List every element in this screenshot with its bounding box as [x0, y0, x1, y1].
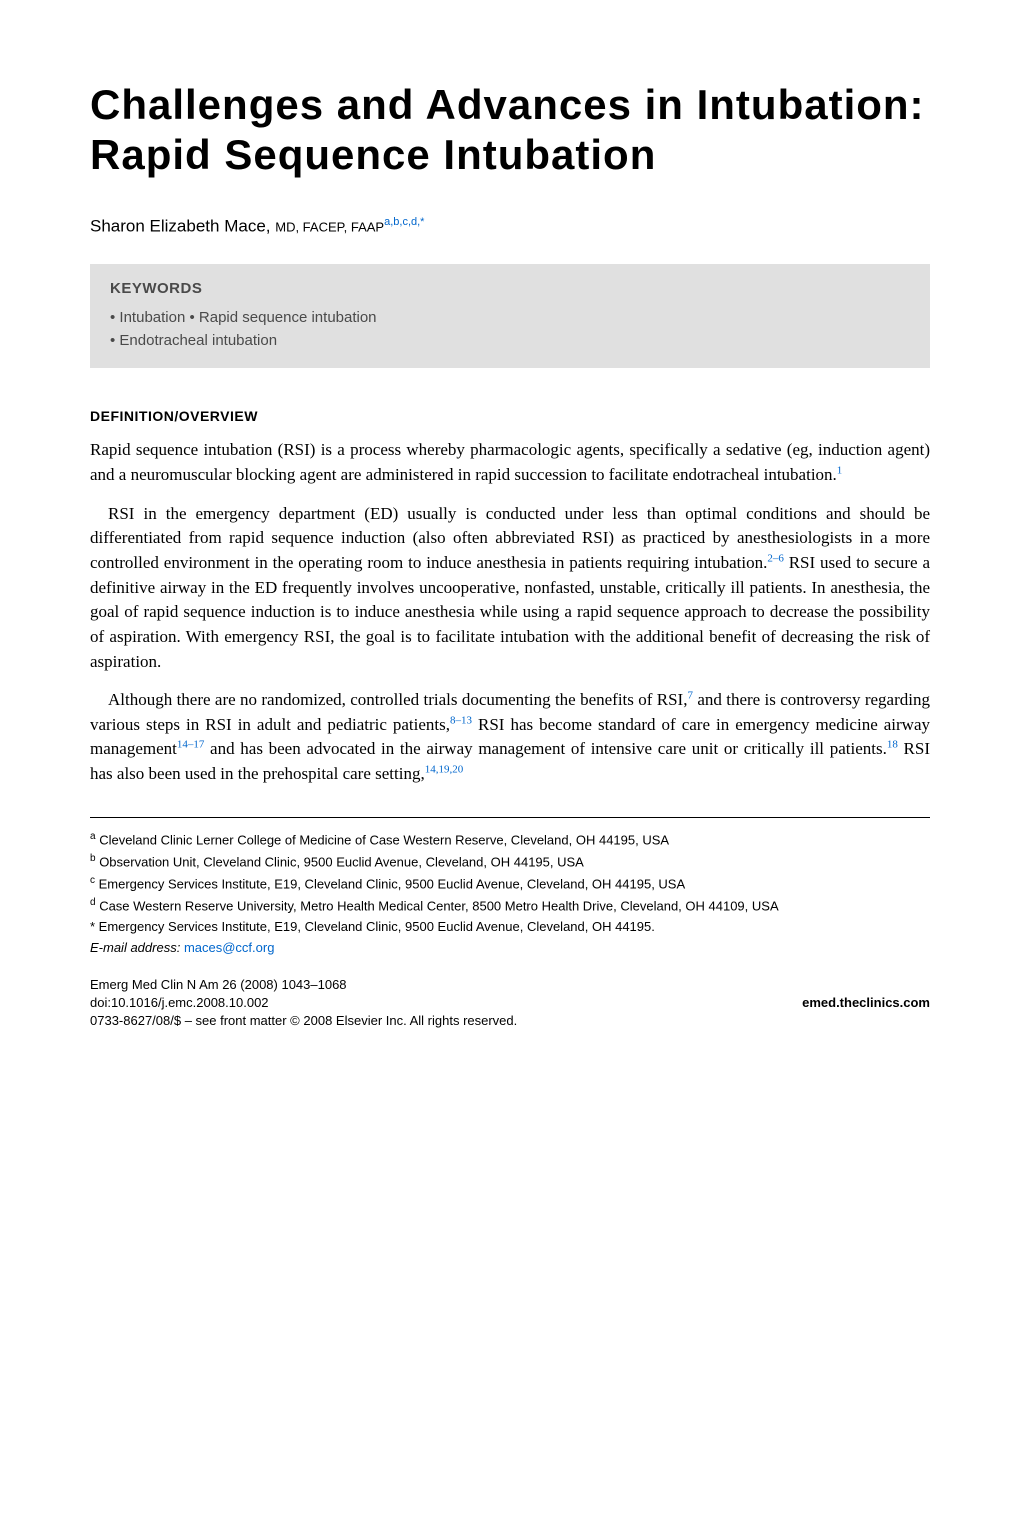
p1-text-a: Rapid sequence intubation (RSI) is a pro…: [90, 440, 930, 484]
paragraph-1: Rapid sequence intubation (RSI) is a pro…: [90, 438, 930, 487]
email-label: E-mail address:: [90, 940, 180, 955]
article-title: Challenges and Advances in Intubation: R…: [90, 80, 930, 181]
footer-copyright: 0733-8627/08/$ – see front matter © 2008…: [90, 1013, 930, 1028]
p3-text-d: and has been advocated in the airway man…: [204, 739, 886, 758]
footnote-d-text: Case Western Reserve University, Metro H…: [99, 899, 778, 914]
ref-1[interactable]: 1: [837, 464, 843, 476]
ref-2-6[interactable]: 2–6: [767, 552, 784, 564]
keywords-box: KEYWORDS • Intubation • Rapid sequence i…: [90, 264, 930, 368]
keywords-list: • Intubation • Rapid sequence intubation…: [110, 307, 910, 352]
p3-text-a: Although there are no randomized, contro…: [108, 690, 687, 709]
footnote-corresponding: * Emergency Services Institute, E19, Cle…: [90, 918, 930, 937]
email-link[interactable]: maces@ccf.org: [184, 940, 275, 955]
footnote-divider: [90, 817, 930, 818]
section-heading-definition: DEFINITION/OVERVIEW: [90, 408, 930, 424]
footnote-b-text: Observation Unit, Cleveland Clinic, 9500…: [99, 854, 584, 869]
keywords-heading: KEYWORDS: [110, 280, 910, 297]
footnote-b: b Observation Unit, Cleveland Clinic, 95…: [90, 852, 930, 872]
author-affil-marks: a,b,c,d,*: [384, 216, 424, 228]
ref-18[interactable]: 18: [887, 739, 898, 751]
footnote-d: d Case Western Reserve University, Metro…: [90, 896, 930, 916]
footnote-c-text: Emergency Services Institute, E19, Cleve…: [99, 876, 686, 891]
author-role: MD, FACEP, FAAP: [275, 219, 384, 234]
footnote-star-text: Emergency Services Institute, E19, Cleve…: [99, 919, 655, 934]
footnote-a-text: Cleveland Clinic Lerner College of Medic…: [99, 832, 669, 847]
footnotes-block: a Cleveland Clinic Lerner College of Med…: [90, 830, 930, 958]
paragraph-2: RSI in the emergency department (ED) usu…: [90, 502, 930, 674]
footnote-c: c Emergency Services Institute, E19, Cle…: [90, 874, 930, 894]
footer-doi: doi:10.1016/j.emc.2008.10.002: [90, 994, 347, 1012]
ref-14-17[interactable]: 14–17: [177, 739, 205, 751]
ref-8-13[interactable]: 8–13: [450, 714, 472, 726]
footer-block: Emerg Med Clin N Am 26 (2008) 1043–1068 …: [90, 976, 930, 1012]
ref-14-19-20[interactable]: 14,19,20: [425, 763, 464, 775]
footer-left: Emerg Med Clin N Am 26 (2008) 1043–1068 …: [90, 976, 347, 1012]
footnote-a: a Cleveland Clinic Lerner College of Med…: [90, 830, 930, 850]
footer-site[interactable]: emed.theclinics.com: [802, 994, 930, 1012]
author-name: Sharon Elizabeth Mace,: [90, 216, 271, 235]
keywords-line-1: • Intubation • Rapid sequence intubation: [110, 307, 910, 330]
author-line: Sharon Elizabeth Mace, MD, FACEP, FAAPa,…: [90, 216, 930, 237]
keywords-line-2: • Endotracheal intubation: [110, 330, 910, 353]
footnote-email: E-mail address: maces@ccf.org: [90, 939, 930, 958]
footer-journal: Emerg Med Clin N Am 26 (2008) 1043–1068: [90, 976, 347, 994]
paragraph-3: Although there are no randomized, contro…: [90, 688, 930, 787]
